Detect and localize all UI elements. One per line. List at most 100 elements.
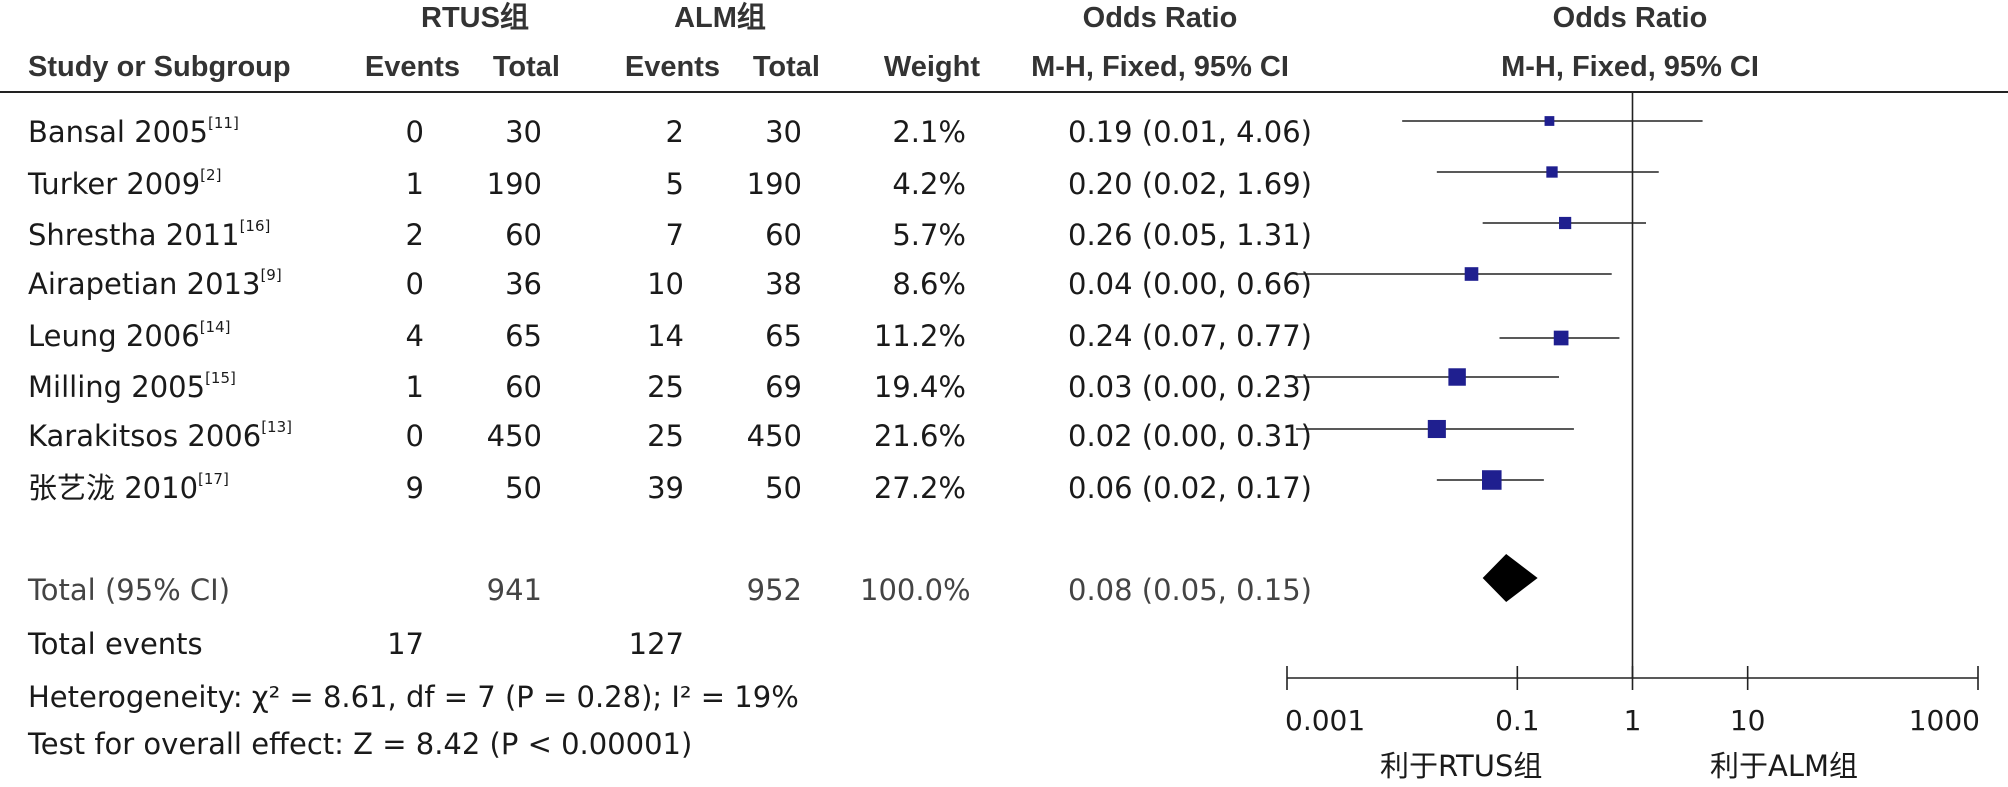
total2-value: 65 [765,319,802,353]
study-column-header: Study or Subgroup [28,51,291,83]
study-reference: [16] [239,217,271,235]
or-ci-value: 0.24 (0.07, 0.77) [1068,319,1312,353]
group2-header: ALM组 [674,2,766,34]
weight-value: 4.2% [892,167,966,201]
study-marker [1482,470,1502,490]
study-marker [1464,267,1479,281]
total2-value: 30 [765,115,802,149]
total-events-label: Total events [28,627,203,661]
study-name-text: Leung 2006 [28,319,200,353]
study-name: Bansal 2005[11] [28,115,239,149]
study-reference: [13] [261,418,292,436]
events1-value: 1 [405,167,424,201]
weight-value: 2.1% [892,115,966,149]
total-weight: 100.0% [860,573,971,607]
or-ci-value: 0.03 (0.00, 0.23) [1068,370,1312,404]
events1-value: 0 [405,115,424,149]
study-name: Airapetian 2013[9] [28,268,282,299]
study-name: Leung 2006[14] [28,319,230,353]
study-reference: [2] [200,166,222,184]
total2-value: 38 [765,267,802,301]
total-label: Total (95% CI) [28,573,231,607]
total1-value: 450 [486,419,542,453]
total2-value: 69 [765,370,802,404]
study-name-text: Shrestha 2011 [28,218,240,252]
study-name-text: Karakitsos 2006 [28,419,262,453]
events2-value: 7 [665,218,684,252]
study-reference: [15] [205,369,236,387]
events1-value: 0 [405,419,424,453]
total2-value: 450 [746,419,802,453]
total1-header: Total [492,51,560,83]
study-name: Turker 2009[2] [28,167,221,201]
study-marker [1559,216,1572,230]
total1-value: 65 [505,319,542,353]
total1-value: 60 [505,370,542,404]
events2-value: 39 [647,471,684,505]
total-events-e1: 17 [387,627,424,661]
or-ci-value: 0.26 (0.05, 1.31) [1068,218,1312,252]
events1-value: 4 [405,319,424,353]
or-ci-value: 0.06 (0.02, 0.17) [1068,471,1312,505]
total-events-e2: 127 [628,627,684,661]
study-name-text: 张艺泷 2010 [28,471,199,505]
events1-value: 1 [405,370,424,404]
events1-header: Events [364,51,460,83]
study-name: Milling 2005[15] [28,370,236,404]
events1-value: 0 [405,267,424,301]
events2-value: 5 [665,167,684,201]
events1-value: 2 [405,218,424,252]
total1-value: 60 [505,218,542,252]
study-marker [1553,330,1569,346]
events2-value: 2 [665,115,684,149]
study-reference: [14] [199,318,231,336]
events2-value: 14 [647,319,684,353]
total2-header: Total [752,51,820,83]
study-name: 张艺泷 2010[17] [28,471,229,505]
study-name-text: Turker 2009 [28,167,201,201]
study-reference: [17] [198,470,229,488]
pooled-diamond [1482,554,1538,602]
total1-value: 190 [486,167,542,201]
or-ci-value: 0.02 (0.00, 0.31) [1068,419,1312,453]
study-name-text: Milling 2005 [28,370,206,404]
events2-header: Events [624,51,720,83]
plot-header: Odds Ratio [1552,2,1708,34]
total1-value: 30 [505,115,542,149]
heterogeneity-text: Heterogeneity: χ² = 8.61, df = 7 (P = 0.… [28,680,799,714]
or-ci-value: 0.20 (0.02, 1.69) [1068,167,1312,201]
total2-value: 190 [746,167,802,201]
events1-value: 9 [405,471,424,505]
weight-value: 8.6% [892,267,966,301]
study-reference: [11] [208,114,239,132]
weight-header: Weight [883,51,980,83]
or-ci-value: 0.04 (0.00, 0.66) [1068,267,1312,301]
events2-value: 25 [647,419,684,453]
weight-value: 11.2% [873,319,966,353]
or-header: Odds Ratio [1082,2,1238,34]
or-ci-value: 0.19 (0.01, 4.06) [1068,115,1312,149]
total1-value: 36 [505,267,542,301]
events2-value: 25 [647,370,684,404]
favours-left-label: 利于RTUS组 [1380,749,1543,783]
study-name: Karakitsos 2006[13] [28,419,292,453]
study-name: Shrestha 2011[16] [28,218,270,252]
overall-effect-text: Test for overall effect: Z = 8.42 (P < 0… [28,727,693,761]
weight-value: 27.2% [873,471,966,505]
study-marker [1546,166,1558,178]
weight-value: 19.4% [873,370,966,404]
plot-method-header: M-H, Fixed, 95% CI [1501,51,1759,83]
study-reference: [9] [260,266,282,284]
study-name-text: Bansal 2005 [28,115,209,149]
x-axis-tick-label: 1000 [1909,704,1980,737]
or-method-header: M-H, Fixed, 95% CI [1031,51,1289,83]
x-axis-tick-label: 0.001 [1285,704,1365,737]
x-axis-tick-label: 1 [1624,704,1642,737]
total2-value: 60 [765,218,802,252]
header-divider [0,91,2008,93]
study-marker [1448,368,1466,386]
favours-right-label: 利于ALM组 [1710,749,1859,783]
total-or: 0.08 (0.05, 0.15) [1068,573,1312,607]
